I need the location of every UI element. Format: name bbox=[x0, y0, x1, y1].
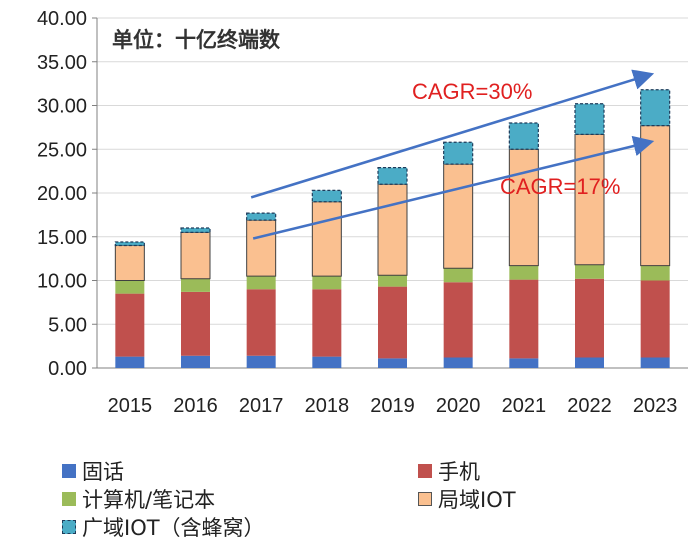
x-tick-label: 2021 bbox=[502, 395, 547, 417]
bar-segment bbox=[378, 358, 407, 368]
bar-segment bbox=[378, 275, 407, 287]
bar-segment bbox=[115, 293, 145, 357]
bar-segment bbox=[509, 358, 539, 368]
bar-segment bbox=[443, 357, 473, 368]
bar-segment bbox=[509, 265, 539, 280]
bar-segment bbox=[181, 278, 210, 292]
bar-segment bbox=[443, 268, 473, 283]
bar-segment bbox=[115, 356, 145, 368]
x-tick-label: 2016 bbox=[173, 395, 218, 417]
bar-segment bbox=[181, 291, 210, 356]
bar-segment bbox=[640, 265, 670, 281]
bar-segment bbox=[640, 89, 671, 127]
y-tick-label: 0.00 bbox=[48, 358, 87, 380]
bar-segment bbox=[180, 231, 211, 280]
growth-arrows bbox=[250, 69, 655, 240]
bar-segment bbox=[640, 357, 670, 368]
bar-segment bbox=[246, 355, 276, 368]
y-tick-label: 40.00 bbox=[37, 8, 87, 30]
x-tick-label: 2023 bbox=[633, 395, 678, 417]
bar-segment bbox=[574, 103, 605, 135]
x-tick-label: 2022 bbox=[567, 395, 612, 417]
y-tick-label: 10.00 bbox=[37, 271, 87, 293]
bar-segment bbox=[377, 167, 408, 185]
bar-segment bbox=[312, 276, 342, 290]
y-tick-label: 25.00 bbox=[37, 139, 87, 161]
bar-segment bbox=[377, 183, 408, 276]
bar-segment bbox=[508, 148, 539, 267]
bar-segment bbox=[311, 189, 342, 203]
axes: 0.00 5.00 10.00 15.00 20.00 25.00 30.00 35.00 40… bbox=[37, 8, 688, 417]
bar-segment bbox=[246, 219, 277, 277]
bar-segment bbox=[180, 227, 211, 233]
bar-segment bbox=[509, 279, 539, 359]
bar-segment bbox=[246, 212, 277, 221]
x-tick-label: 2020 bbox=[436, 395, 481, 417]
cagr-30-label: CAGR=30% bbox=[412, 79, 532, 104]
bar-segment bbox=[378, 286, 407, 359]
x-tick-label: 2015 bbox=[108, 395, 153, 417]
y-tick-label: 5.00 bbox=[48, 314, 87, 336]
bar-segment bbox=[115, 280, 145, 294]
x-tick-label: 2017 bbox=[239, 395, 284, 417]
bar-segment bbox=[312, 356, 342, 368]
growth-arrow-lower bbox=[252, 135, 655, 240]
cagr-17-label: CAGR=17% bbox=[500, 174, 620, 199]
bar-segment bbox=[508, 122, 539, 150]
bar-segment bbox=[246, 289, 276, 356]
bar-segment bbox=[640, 125, 671, 267]
bar-segment bbox=[575, 264, 604, 279]
bar-segment bbox=[640, 280, 670, 358]
unit-note: 单位：十亿终端数 bbox=[112, 28, 281, 52]
bar-segment bbox=[443, 141, 474, 165]
bar-segment bbox=[311, 201, 342, 277]
y-tick-label: 15.00 bbox=[37, 227, 87, 249]
bars bbox=[114, 89, 671, 368]
bar-segment bbox=[443, 163, 474, 269]
y-tick-label: 35.00 bbox=[37, 52, 87, 74]
bar-segment bbox=[114, 245, 145, 281]
bar-segment bbox=[443, 282, 473, 358]
bar-segment bbox=[312, 289, 342, 357]
growth-arrow-upper bbox=[250, 69, 655, 199]
x-tick-label: 2018 bbox=[305, 395, 350, 417]
y-tick-label: 30.00 bbox=[37, 96, 87, 118]
bar-segment bbox=[114, 241, 145, 247]
bar-segment bbox=[575, 278, 604, 358]
bar-segment bbox=[575, 357, 604, 368]
x-tick-label: 2019 bbox=[370, 395, 415, 417]
bar-segment bbox=[181, 355, 210, 368]
bar-segment bbox=[246, 276, 276, 290]
y-tick-label: 20.00 bbox=[37, 183, 87, 205]
